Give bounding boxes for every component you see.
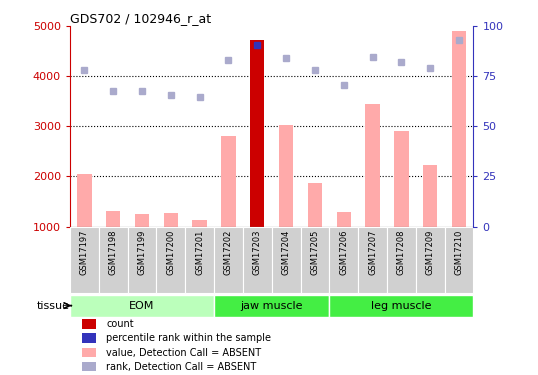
Text: GSM17210: GSM17210 <box>455 230 464 275</box>
FancyBboxPatch shape <box>358 226 387 293</box>
FancyBboxPatch shape <box>70 226 99 293</box>
Text: leg muscle: leg muscle <box>371 301 431 310</box>
Bar <box>221 136 236 226</box>
FancyBboxPatch shape <box>301 226 329 293</box>
Text: tissue: tissue <box>37 301 70 310</box>
FancyBboxPatch shape <box>329 226 358 293</box>
Text: GSM17205: GSM17205 <box>310 230 320 275</box>
FancyBboxPatch shape <box>214 295 329 316</box>
Text: GSM17197: GSM17197 <box>80 230 89 275</box>
Text: GSM17204: GSM17204 <box>281 230 291 275</box>
Bar <box>77 174 91 226</box>
FancyBboxPatch shape <box>387 226 416 293</box>
Bar <box>82 319 96 328</box>
FancyBboxPatch shape <box>329 295 473 316</box>
Text: EOM: EOM <box>129 301 155 310</box>
FancyBboxPatch shape <box>214 226 243 293</box>
FancyBboxPatch shape <box>444 226 473 293</box>
Text: GSM17208: GSM17208 <box>397 230 406 275</box>
Text: GSM17198: GSM17198 <box>109 230 118 275</box>
Bar <box>135 213 149 226</box>
Bar <box>365 104 380 226</box>
Bar <box>193 220 207 226</box>
Text: GSM17202: GSM17202 <box>224 230 233 275</box>
Bar <box>106 210 121 226</box>
FancyBboxPatch shape <box>99 226 128 293</box>
Text: count: count <box>106 319 134 329</box>
Text: rank, Detection Call = ABSENT: rank, Detection Call = ABSENT <box>106 362 257 372</box>
Bar <box>279 125 293 226</box>
Text: GSM17203: GSM17203 <box>253 230 262 275</box>
Text: GSM17207: GSM17207 <box>368 230 377 275</box>
FancyBboxPatch shape <box>272 226 301 293</box>
Text: GSM17200: GSM17200 <box>166 230 175 275</box>
Bar <box>452 31 466 226</box>
Text: value, Detection Call = ABSENT: value, Detection Call = ABSENT <box>106 348 261 357</box>
Bar <box>337 212 351 226</box>
Text: GSM17199: GSM17199 <box>138 230 146 275</box>
Bar <box>164 213 178 226</box>
Text: percentile rank within the sample: percentile rank within the sample <box>106 333 271 343</box>
Bar <box>423 165 437 226</box>
FancyBboxPatch shape <box>185 226 214 293</box>
Bar <box>82 362 96 372</box>
Bar <box>394 131 408 226</box>
Text: GSM17209: GSM17209 <box>426 230 435 275</box>
FancyBboxPatch shape <box>157 226 185 293</box>
Text: GSM17206: GSM17206 <box>339 230 348 275</box>
FancyBboxPatch shape <box>416 226 444 293</box>
Text: jaw muscle: jaw muscle <box>240 301 303 310</box>
FancyBboxPatch shape <box>70 295 214 316</box>
FancyBboxPatch shape <box>128 226 157 293</box>
Bar <box>250 40 265 226</box>
Bar <box>82 333 96 343</box>
Bar <box>82 348 96 357</box>
FancyBboxPatch shape <box>243 226 272 293</box>
Text: GDS702 / 102946_r_at: GDS702 / 102946_r_at <box>70 12 211 25</box>
Bar <box>308 183 322 226</box>
Text: GSM17201: GSM17201 <box>195 230 204 275</box>
